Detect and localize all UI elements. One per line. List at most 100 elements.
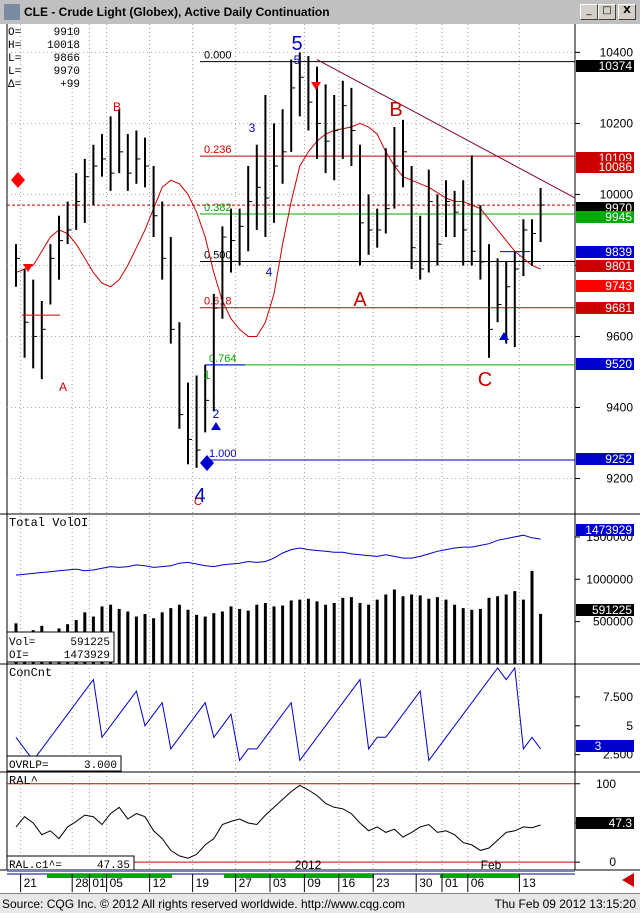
x-tick-label: 30 [419,876,433,890]
right-axis: 9200940096009800100001020010400103741010… [575,45,634,869]
ohlc-readout: O= 9910 H= 10018 L= 9866 L= 9970 Δ= +99 [8,27,80,91]
price-axis-badge-bg [576,161,634,173]
x-tick-label: 06 [471,876,485,890]
ohlc-bar [436,194,442,266]
ohlc-bar [513,251,519,348]
price-axis-badge-text: 9681 [605,301,632,315]
ral-tick-label: 100 [596,777,616,791]
ohlc-bar [32,279,38,369]
ral-axis-badge-text: 47.3 [609,816,633,830]
wave-annotation: C [194,496,202,508]
ohlc-bar [152,166,158,238]
wave-annotation: 1 [204,368,211,382]
price-axis-badge-bg [576,260,634,272]
volume-title: Total VolOI [9,516,88,530]
ohlc-bar [359,144,364,266]
ral-axis-badge: 47.3 [576,816,634,830]
price-axis-badge-text: 9839 [605,245,632,259]
ohlc-bar [316,66,321,159]
open-interest-line [15,534,541,576]
price-panel: 0.000 0.236 0.382 0.500 0.618 0.764 1.000 55 B B 3… [7,33,576,508]
ohlc-bar [212,293,218,412]
price-tick-label: 10400 [600,45,634,59]
ohlc-bar [445,180,450,238]
readout-low-label: L= [8,53,21,65]
price-axis-badge: 9743 [576,279,634,293]
x-tick-label: 28 [75,876,89,890]
price-axis-badge: 9681 [576,301,634,315]
x-tick-label: 23 [376,876,390,890]
ral-line [15,784,541,859]
ohlc-bar [479,205,485,280]
wave-annotation: B [113,100,121,114]
ohlc-bar [410,166,416,269]
concnt-axis-badge-text: 3 [595,739,602,753]
price-axis-badge: 9945 [576,210,634,224]
fib-level-label: 0.618 [204,296,232,308]
chart-canvas: 0.0000.2360.3820.5000.6180.7641.00055BB3… [0,24,640,893]
price-tick-label: 10200 [600,116,634,130]
price-axis-badge: 9801 [576,259,634,273]
down-triangle-marker-icon [311,82,321,90]
volume-axis-badge-text: 1473929 [585,523,632,537]
concnt-axis-badge-bg [576,740,634,752]
ohlc-bar [101,134,106,177]
concnt-panel [15,666,542,762]
ohlc-bar [187,382,192,465]
readout-last-value: 9970 [54,66,80,78]
up-triangle-marker-icon [211,422,221,430]
price-axis-badge-text: 9743 [605,279,632,293]
close-button[interactable]: X [618,4,636,20]
price-tick-label: 9200 [606,471,633,485]
concnt-title: ConCnt [9,666,52,680]
scroll-right-arrow-icon[interactable] [622,873,634,887]
fib-level-label: 0.000 [204,50,232,62]
volume-tick-label: 500000 [593,615,633,629]
ohlc-bar [419,215,425,280]
price-tick-label: 9400 [606,400,633,414]
concnt-axis-badge: 3 [576,739,634,753]
moving-average-line [15,122,541,337]
x-tick-label: 01 [92,876,106,890]
minimize-button[interactable]: _ [580,4,598,20]
ohlc-bar [281,109,287,184]
overlap-value: 3.000 [84,760,117,772]
price-axis-badge-bg [576,211,634,223]
ohlc-bar [341,80,347,159]
diamond-marker-icon [11,172,25,188]
ohlc-bar [384,148,390,234]
maximize-button[interactable]: □ [598,4,616,20]
price-axis-badge-text: 9801 [605,259,632,273]
price-axis-badge-text: 10374 [599,59,633,73]
ohlc-bar [393,126,399,209]
month-label-2012: 2012 [295,858,322,872]
ohlc-bar [230,208,235,273]
price-axis-badge-text: 10086 [599,160,633,174]
price-axis-badge-bg [576,280,634,292]
oi-value: 1473929 [64,650,110,662]
price-axis-badge-bg [576,302,634,314]
price-axis-badge-bg [576,60,634,72]
ral-value-label: RAL.c1^= [9,860,62,872]
readout-high-value: 10018 [47,40,80,52]
ohlc-bar [144,137,149,188]
wave-annotation: C [478,369,492,391]
ohlc-bar [40,300,46,380]
price-axis-badge: 10374 [576,59,634,73]
x-tick-label: 05 [110,876,124,890]
fib-level-label: 0.382 [204,202,232,214]
price-axis-badge: 9839 [576,245,634,259]
volume-tick-label: 1000000 [586,572,633,586]
wave-annotation: A [353,289,367,311]
ohlc-bar [324,84,330,174]
readout-change-label: Δ= [8,79,21,91]
price-axis-badge: 9252 [576,452,634,466]
trend-line [316,59,576,199]
ohlc-bar [221,226,227,319]
readout-low-value: 9866 [54,53,80,65]
wave-annotation: 5 [294,53,301,67]
month-label-feb: Feb [481,858,502,872]
app-icon [4,4,20,20]
price-tick-label: 9600 [606,329,633,343]
ohlc-bar [169,237,175,344]
